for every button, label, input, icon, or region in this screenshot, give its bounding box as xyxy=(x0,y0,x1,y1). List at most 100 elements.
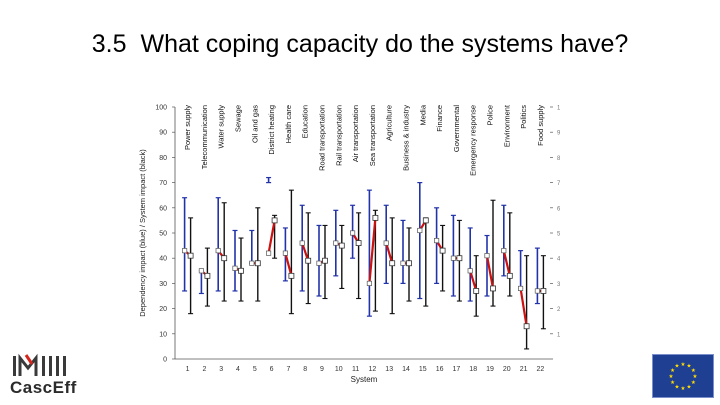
blue-marker xyxy=(266,250,272,256)
system-name-label: Education xyxy=(301,105,310,138)
x-tick-label: 8 xyxy=(303,366,307,373)
y-tick-label: 80 xyxy=(159,155,167,162)
x-tick-label: 1 xyxy=(186,366,190,373)
blue-marker xyxy=(198,268,204,274)
x-tick-label: 20 xyxy=(503,366,511,373)
eu-star-icon: ★ xyxy=(681,386,686,392)
red-connector xyxy=(385,242,394,264)
black-marker xyxy=(506,272,513,279)
eu-star-icon: ★ xyxy=(691,380,696,386)
system-name-label: Environment xyxy=(502,104,511,147)
system-name-label: Rail transportation xyxy=(334,105,343,166)
black-marker xyxy=(221,255,228,262)
system-name-label: Governmental xyxy=(452,105,461,152)
black-marker xyxy=(305,257,312,264)
y-tick-label: 70 xyxy=(159,180,167,187)
x-tick-label: 19 xyxy=(486,366,494,373)
black-marker xyxy=(338,242,345,249)
y-tick-label-right: 10 xyxy=(557,332,560,338)
red-connector xyxy=(469,270,478,292)
slide-title: 3.5 What coping capacity do the systems h… xyxy=(0,30,720,59)
red-connector xyxy=(267,220,276,254)
red-connector xyxy=(502,250,511,277)
y-tick-label: 0 xyxy=(163,357,167,364)
x-tick-label: 12 xyxy=(369,366,377,373)
y-tick-label: 100 xyxy=(155,105,167,112)
black-marker xyxy=(355,240,362,246)
blue-marker xyxy=(232,265,238,271)
black-marker xyxy=(456,255,463,262)
slide-number: 3.5 xyxy=(91,30,127,58)
black-marker xyxy=(490,285,496,292)
y-tick-label-right: 90 xyxy=(557,131,560,137)
y-tick-label: 10 xyxy=(159,331,167,338)
blue-marker xyxy=(333,240,339,246)
coping-capacity-chart: 0 10 10 20 20 30 30 40 40 50 50 60 60 70 70 80 80 90 90 100… xyxy=(138,104,560,384)
system-name-label: Emergency response xyxy=(469,105,478,176)
system-name-label: Media xyxy=(418,104,427,125)
eu-star-icon: ★ xyxy=(670,368,675,374)
blue-marker xyxy=(282,250,288,256)
blue-marker xyxy=(450,255,456,261)
black-marker xyxy=(372,214,379,221)
system-name-label: Water supply xyxy=(217,105,226,149)
blue-marker xyxy=(383,240,389,246)
slide-heading: What coping capacity do the systems have… xyxy=(140,30,629,58)
blue-marker xyxy=(316,260,322,266)
eu-star-icon: ★ xyxy=(687,384,692,390)
x-tick-label: 6 xyxy=(270,366,274,373)
x-tick-label: 17 xyxy=(453,366,461,373)
x-tick-label: 18 xyxy=(469,366,477,373)
red-connector xyxy=(284,252,293,277)
x-tick-label: 14 xyxy=(402,366,410,373)
red-connector xyxy=(519,288,528,327)
x-axis-label: System xyxy=(351,375,378,384)
black-marker xyxy=(204,272,211,279)
system-name-label: Business & industry xyxy=(402,105,411,171)
eu-star-icon: ★ xyxy=(681,362,686,368)
black-marker xyxy=(187,252,194,259)
x-tick-label: 11 xyxy=(352,366,359,373)
y-tick-label-right: 100 xyxy=(557,106,560,112)
x-tick-label: 16 xyxy=(436,366,444,373)
black-marker xyxy=(406,260,412,267)
black-marker xyxy=(271,217,278,224)
system-name-label: Police xyxy=(486,105,495,125)
system-name-label: Road transportation xyxy=(318,105,327,171)
y-tick-label: 60 xyxy=(159,205,167,212)
blue-marker xyxy=(299,240,305,246)
x-tick-label: 22 xyxy=(537,366,545,373)
blue-marker xyxy=(534,288,540,294)
black-marker xyxy=(439,247,446,254)
black-marker xyxy=(238,267,244,274)
black-marker xyxy=(422,217,429,224)
eu-star-icon: ★ xyxy=(675,364,680,370)
y-tick-label-right: 70 xyxy=(557,181,560,187)
y-tick-label-right: 40 xyxy=(557,257,560,263)
black-marker xyxy=(540,288,547,294)
x-tick-label: 15 xyxy=(419,366,427,373)
cascEff-logo: CascEff xyxy=(10,352,100,400)
system-name-label: Politics xyxy=(519,105,528,129)
blue-marker xyxy=(417,227,423,234)
y-tick-label: 20 xyxy=(159,306,167,313)
blue-marker xyxy=(249,260,255,266)
y-tick-label-right: 60 xyxy=(557,206,560,212)
y-tick-label-right: 80 xyxy=(557,156,560,162)
eu-star-icon: ★ xyxy=(691,368,696,374)
x-tick-label: 5 xyxy=(253,366,257,373)
blue-marker xyxy=(400,260,406,266)
blue-marker xyxy=(182,248,188,254)
blue-marker xyxy=(434,238,440,244)
system-name-label: Oil and gas xyxy=(250,105,259,143)
y-tick-label: 40 xyxy=(159,256,167,263)
y-tick-label: 30 xyxy=(159,281,167,288)
red-connector xyxy=(368,217,377,284)
eu-star-icon: ★ xyxy=(670,380,675,386)
blue-marker xyxy=(484,253,490,259)
y-tick-label-right: 30 xyxy=(557,282,560,288)
blue-marker xyxy=(366,280,372,286)
black-marker xyxy=(389,260,396,267)
black-marker xyxy=(523,323,530,330)
blue-marker xyxy=(350,230,356,236)
